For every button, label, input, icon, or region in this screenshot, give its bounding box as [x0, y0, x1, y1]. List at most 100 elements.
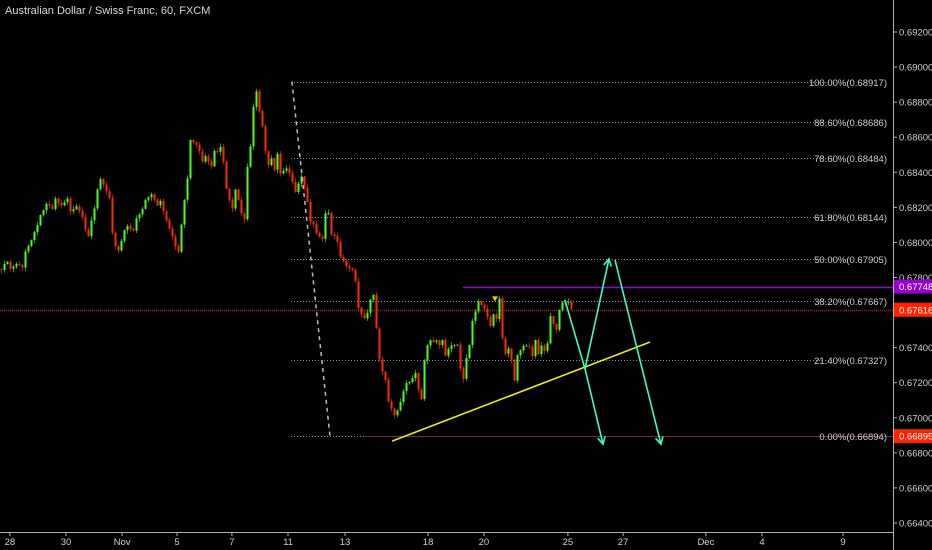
fib-level-label: 78.60%(0.68484) [814, 154, 887, 165]
time-tick-label: 7 [229, 537, 234, 548]
candle-body [456, 344, 459, 346]
candle-body [537, 339, 540, 355]
candle-body [72, 209, 75, 212]
candle-body [435, 340, 438, 342]
candle-body [177, 246, 180, 252]
price-tick-label: 0.67000 [899, 413, 932, 424]
candle-body [225, 161, 228, 189]
arrowhead-icon [654, 436, 664, 446]
candle-body [540, 345, 543, 355]
candle-body [24, 251, 27, 268]
candle-body [528, 345, 531, 347]
candle-body [246, 166, 249, 220]
candle-body [54, 198, 57, 210]
price-tick-label: 0.68200 [899, 203, 932, 214]
candle-body [120, 240, 123, 251]
projection-down-arrow-2[interactable] [614, 259, 662, 445]
candle-body [318, 233, 321, 237]
candle-body [42, 210, 45, 215]
candle-body [114, 232, 117, 246]
candle-body [165, 211, 168, 221]
candle-body [387, 380, 390, 402]
candle-body [384, 371, 387, 381]
candle-body [3, 263, 6, 270]
candle-body [270, 158, 273, 166]
candle-body [99, 179, 102, 190]
candles [0, 88, 573, 419]
candle-body [447, 348, 450, 356]
candle-body [66, 198, 69, 203]
fib-level-label: 88.60%(0.68686) [814, 118, 887, 129]
candle-body [45, 203, 48, 211]
candle-body [534, 339, 537, 357]
candle-body [462, 368, 465, 379]
candle-body [558, 310, 561, 330]
ascending-trendline[interactable] [391, 341, 651, 442]
projection-down-arrow-1[interactable] [584, 368, 604, 445]
fib-level-label: 100.00%(0.68917) [809, 78, 887, 89]
projection-up-arrow[interactable] [564, 258, 610, 370]
candle-body [171, 228, 174, 237]
candle-body [282, 170, 285, 174]
candle-body [339, 241, 342, 257]
candle-body [468, 344, 471, 359]
price-tick-label: 0.66800 [899, 448, 932, 459]
candle-body [204, 156, 207, 162]
candle-body [498, 298, 501, 319]
candle-body [453, 344, 456, 346]
candle-body [57, 198, 60, 203]
candle-body [111, 197, 114, 233]
fib-swing-dashed-line[interactable] [291, 81, 331, 437]
arrowhead-icon [603, 257, 613, 267]
time-tick-label: 18 [423, 537, 434, 548]
candle-body [321, 236, 324, 239]
candle-body [180, 224, 183, 252]
candle-body [126, 226, 129, 231]
price-tick-label: 0.66400 [899, 518, 932, 529]
candle-body [465, 358, 468, 379]
candle-body [405, 383, 408, 392]
candle-body [273, 158, 276, 170]
candle-body [297, 183, 300, 192]
candle-body [531, 346, 534, 357]
candle-body [0, 269, 3, 271]
candle-body [261, 111, 264, 127]
candle-body [174, 236, 177, 247]
candle-body [423, 360, 426, 399]
time-tick-label: 9 [840, 537, 845, 548]
candle-body [129, 226, 132, 230]
time-tick-label: 4 [759, 537, 764, 548]
price-tick-label: 0.67400 [899, 343, 932, 354]
candle-body [123, 230, 126, 241]
price-label-badge [894, 429, 932, 444]
candle-body [444, 340, 447, 356]
candle-body [234, 189, 237, 209]
drawings[interactable] [291, 81, 664, 446]
candle-body [249, 146, 252, 167]
candle-body [570, 301, 573, 309]
candle-body [63, 202, 66, 206]
candle-body [327, 212, 330, 214]
time-tick-label: 5 [174, 537, 179, 548]
candle-body [417, 373, 420, 390]
candle-body [504, 338, 507, 354]
time-tick-label: 28 [5, 537, 16, 548]
candle-body [330, 212, 333, 235]
candle-body [291, 173, 294, 182]
price-label-text: 0.66895 [899, 432, 932, 443]
candle-body [84, 216, 87, 230]
candle-body [141, 208, 144, 215]
price-tick-label: 0.68000 [899, 238, 932, 249]
price-label-badge [894, 302, 932, 317]
candle-body [162, 200, 165, 212]
time-tick-label: 20 [479, 537, 490, 548]
candle-body [144, 199, 147, 209]
price-tick-label: 0.69000 [899, 63, 932, 74]
candle-body [36, 224, 39, 232]
candle-body [372, 294, 375, 300]
candle-body [351, 268, 354, 271]
candle-body [375, 294, 378, 329]
candle-body [306, 187, 309, 202]
